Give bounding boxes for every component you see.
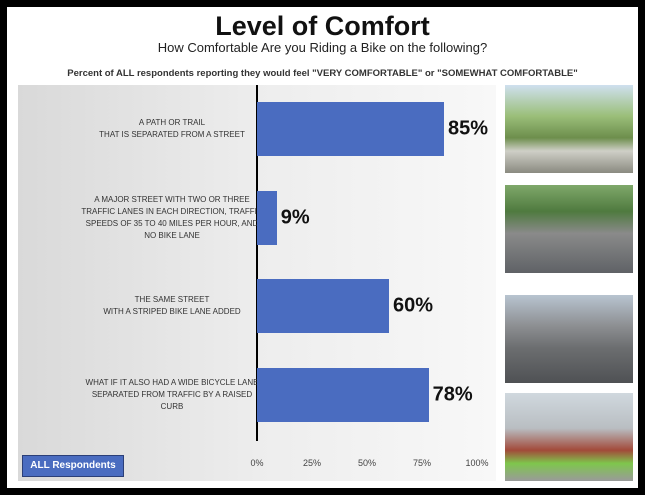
category-label: WHAT IF IT ALSO HAD A WIDE BICYCLE LANE … bbox=[85, 377, 259, 411]
value-label: 9% bbox=[280, 206, 310, 229]
slide-body: Level of Comfort How Comfortable Are you… bbox=[7, 7, 638, 488]
y-axis bbox=[256, 85, 258, 441]
bar bbox=[257, 190, 277, 245]
x-tick-label: 100% bbox=[465, 458, 489, 468]
value-label: 78% bbox=[432, 383, 473, 406]
bar bbox=[257, 279, 389, 334]
category-label: A PATH OR TRAIL THAT IS SEPARATED FROM A… bbox=[99, 118, 245, 140]
title: Level of Comfort bbox=[215, 11, 430, 41]
photo-protected-lane bbox=[505, 393, 633, 481]
category-label: THE SAME STREET WITH A STRIPED BIKE LANE… bbox=[103, 295, 241, 317]
x-tick-label: 75% bbox=[412, 458, 432, 468]
bar bbox=[257, 102, 444, 157]
value-label: 60% bbox=[393, 294, 434, 317]
photo-street bbox=[505, 185, 633, 273]
x-tick-label: 50% bbox=[357, 458, 377, 468]
value-label: 85% bbox=[448, 117, 489, 140]
photo-bike-lane bbox=[505, 295, 633, 383]
x-tick-label: 25% bbox=[302, 458, 322, 468]
legend-item: ALL Respondents bbox=[22, 455, 124, 477]
subtitle: How Comfortable Are you Riding a Bike on… bbox=[157, 40, 488, 55]
bar bbox=[257, 367, 429, 422]
category-label: A MAJOR STREET WITH TWO OR THREE TRAFFIC… bbox=[81, 194, 263, 240]
note: Percent of ALL respondents reporting the… bbox=[67, 68, 578, 79]
x-tick-label: 0% bbox=[250, 458, 264, 468]
photo-trail bbox=[505, 85, 633, 173]
